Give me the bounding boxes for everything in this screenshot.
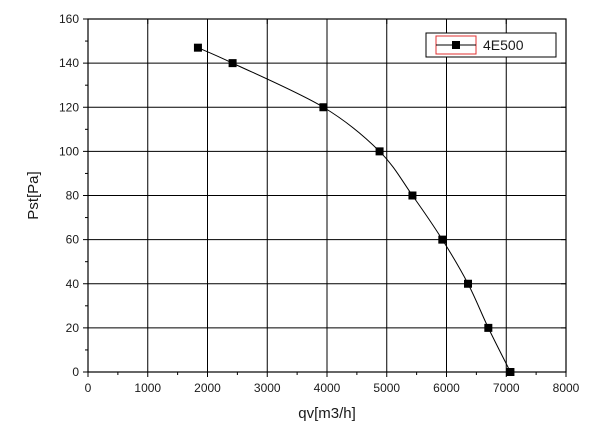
data-point bbox=[438, 235, 447, 244]
y-tick-label: 100 bbox=[59, 144, 79, 158]
x-tick-label: 2000 bbox=[194, 381, 221, 395]
axes-layer: 0 1000 2000 3000 4000 5000 6000 7000 8000 0 20 40 60… bbox=[59, 12, 580, 395]
data-point bbox=[193, 43, 202, 52]
data-point bbox=[484, 323, 493, 332]
series-layer bbox=[193, 43, 515, 376]
y-tick-label: 160 bbox=[59, 12, 79, 26]
x-tick-label: 3000 bbox=[254, 381, 281, 395]
x-tick-label: 0 bbox=[85, 381, 92, 395]
data-point bbox=[506, 368, 515, 376]
y-tick-label: 80 bbox=[66, 189, 80, 203]
y-tick-label: 120 bbox=[59, 100, 79, 114]
x-tick-label: 4000 bbox=[314, 381, 341, 395]
y-tick-label: 40 bbox=[66, 277, 80, 291]
x-tick-label: 7000 bbox=[493, 381, 520, 395]
y-tick-label: 60 bbox=[66, 233, 80, 247]
y-tick-label: 20 bbox=[66, 321, 80, 335]
x-tick-label: 8000 bbox=[553, 381, 580, 395]
y-axis-title: Pst[Pa] bbox=[25, 171, 42, 219]
legend-label: 4E500 bbox=[483, 37, 524, 53]
x-axis-title: qv[m3/h] bbox=[298, 405, 356, 422]
data-point bbox=[464, 279, 473, 288]
legend: 4E500 bbox=[425, 32, 557, 58]
legend-marker bbox=[452, 41, 460, 49]
data-point bbox=[375, 147, 384, 156]
data-point bbox=[319, 103, 328, 112]
series-line bbox=[197, 47, 511, 373]
x-tick-label: 6000 bbox=[433, 381, 460, 395]
data-point bbox=[408, 191, 417, 200]
x-tick-label: 1000 bbox=[134, 381, 161, 395]
y-tick-label: 0 bbox=[72, 365, 79, 379]
y-tick-label: 140 bbox=[59, 56, 79, 70]
data-point bbox=[228, 59, 237, 68]
x-tick-label: 5000 bbox=[373, 381, 400, 395]
